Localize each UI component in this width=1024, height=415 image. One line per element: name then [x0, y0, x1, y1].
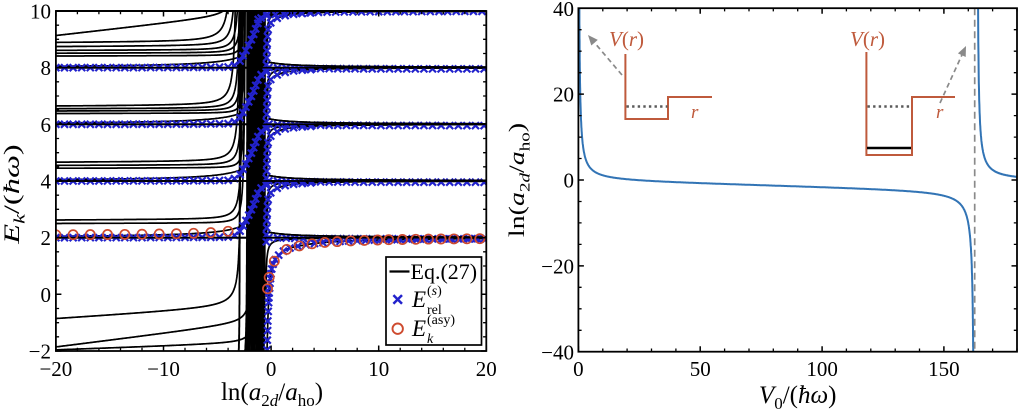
svg-text:Eq.(27): Eq.(27)	[411, 259, 478, 284]
svg-text:40: 40	[553, 0, 574, 21]
svg-text:10: 10	[368, 357, 389, 381]
svg-text:0: 0	[266, 357, 277, 381]
svg-text:10: 10	[30, 0, 51, 24]
svg-text:−20: −20	[541, 254, 574, 278]
svg-text:−10: −10	[147, 357, 180, 381]
svg-text:r: r	[691, 102, 699, 123]
svg-text:(s): (s)	[427, 284, 442, 299]
svg-text:6: 6	[41, 113, 52, 137]
svg-text:4: 4	[41, 170, 52, 194]
svg-text:−2: −2	[29, 340, 51, 364]
svg-text:150: 150	[928, 357, 960, 381]
svg-text:−40: −40	[541, 340, 574, 364]
svg-text:E: E	[411, 316, 426, 341]
svg-text:0: 0	[564, 169, 575, 193]
svg-text:Ek/(ħω): Ek/(ħω)	[0, 144, 28, 245]
svg-text:20: 20	[476, 357, 497, 381]
svg-text:−20: −20	[39, 357, 72, 381]
svg-text:0: 0	[573, 357, 584, 381]
svg-text:2: 2	[41, 226, 52, 250]
svg-text:8: 8	[41, 56, 52, 80]
svg-text:20: 20	[553, 83, 574, 107]
svg-text:k: k	[427, 332, 434, 347]
svg-text:0: 0	[41, 283, 52, 307]
svg-text:50: 50	[690, 357, 711, 381]
svg-text:100: 100	[806, 357, 838, 381]
svg-text:r: r	[936, 102, 944, 123]
svg-text:E: E	[411, 287, 426, 312]
svg-text:V0/(ħω): V0/(ħω)	[759, 382, 837, 410]
svg-text:V(r): V(r)	[850, 27, 885, 51]
svg-text:rel: rel	[427, 303, 442, 318]
svg-text:(asy): (asy)	[427, 313, 455, 328]
svg-text:V(r): V(r)	[609, 27, 644, 51]
